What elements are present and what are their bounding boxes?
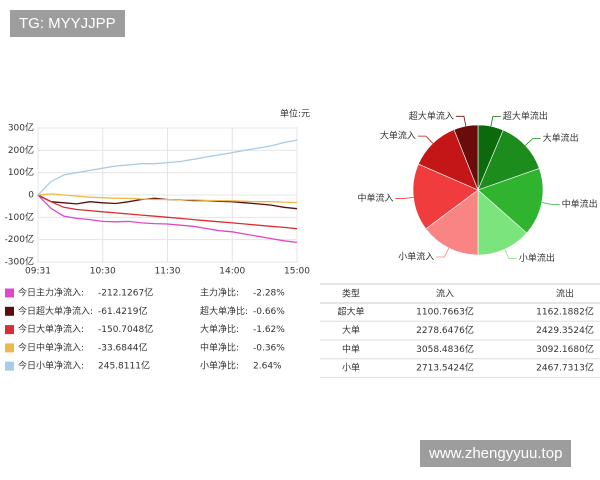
table-cell: 1162.1882亿 (536, 306, 594, 318)
ratio-label: 主力净比: (200, 287, 239, 299)
table-cell: 3092.1680亿 (536, 343, 594, 355)
amount: -150.7048亿 (98, 323, 153, 335)
table-header: 类型 (342, 288, 360, 300)
pie-label: 中单流入 (357, 192, 393, 204)
leader-line (541, 202, 560, 205)
amount: 245.8111亿 (98, 360, 150, 372)
ratio: -1.62% (253, 325, 285, 335)
y-tick-label: -200亿 (5, 233, 34, 245)
pie-label: 超大单流入 (409, 110, 454, 122)
legend-label: 今日小单净流入: (18, 360, 84, 372)
amount: -61.4219亿 (98, 305, 147, 317)
pie-slice (412, 163, 479, 230)
amount: -212.1267亿 (98, 287, 153, 299)
x-tick-label: 09:31 (25, 267, 51, 277)
x-tick-label: 10:30 (90, 267, 116, 277)
y-tick-label: 0 (28, 191, 34, 201)
pie-slice (453, 124, 479, 191)
table-cell: 大单 (342, 324, 360, 336)
legend-label: 今日中单净流入: (18, 341, 84, 353)
leader-line (455, 115, 467, 127)
legend-swatch (5, 306, 14, 316)
pie-slice (477, 129, 540, 191)
ratio: -0.66% (253, 307, 285, 317)
pie-slice (477, 189, 528, 256)
leader-line (417, 135, 434, 144)
legend-label: 今日主力净流入: (18, 287, 84, 299)
table-cell: 超大单 (337, 306, 364, 318)
watermark: www.zhengyyuu.top (420, 440, 572, 467)
y-tick-label: 200亿 (8, 144, 34, 156)
table-cell: 3058.4836亿 (416, 343, 474, 355)
leader-line (490, 116, 501, 127)
ratio-label: 大单净比: (200, 323, 239, 335)
legend-swatch (5, 325, 14, 335)
line-series (37, 193, 298, 204)
line-series (37, 194, 298, 244)
pie-label: 超大单流出 (503, 110, 548, 122)
amount: -33.6844亿 (98, 341, 147, 353)
leader-line (525, 138, 541, 146)
pie-label: 小单流出 (519, 252, 555, 264)
leader-line (395, 197, 414, 199)
legend-label: 今日大单净流入: (18, 323, 84, 335)
legend-swatch (5, 361, 14, 371)
unit-note: 单位:元 (280, 108, 310, 120)
watermark: TG: MYYJJPP (10, 10, 125, 37)
y-tick-label: -300亿 (5, 256, 34, 268)
ratio-label: 中单净比: (200, 341, 239, 353)
leader-line (504, 249, 517, 259)
ratio: -2.28% (253, 289, 285, 299)
table-cell: 2467.7313亿 (536, 362, 594, 374)
ratio-label: 超大单净比: (200, 305, 248, 317)
y-tick-label: -100亿 (5, 211, 34, 223)
leader-line (436, 247, 450, 258)
y-tick-label: 300亿 (8, 122, 34, 134)
line-series (37, 194, 298, 230)
ratio-label: 小单净比: (200, 360, 239, 372)
x-tick-label: 15:00 (284, 267, 310, 277)
pie-label: 大单流出 (543, 132, 579, 144)
legend-swatch (5, 343, 14, 353)
pie-label: 大单流入 (380, 130, 416, 142)
legend-label: 今日超大单净流入: (18, 305, 93, 317)
line-series (37, 139, 298, 196)
ratio: 2.64% (253, 362, 282, 372)
table-cell: 2278.6476亿 (416, 324, 474, 336)
ratio: -0.36% (253, 343, 285, 353)
table-header: 流入 (436, 288, 454, 300)
pie-label: 小单流入 (398, 251, 434, 263)
pie-label: 中单流出 (562, 198, 598, 210)
table-cell: 2713.5424亿 (416, 362, 474, 374)
pie-slice (477, 168, 544, 234)
table-header: 流出 (556, 288, 574, 300)
legend-swatch (5, 288, 14, 298)
table-cell: 2429.3524亿 (536, 324, 594, 336)
y-tick-label: 100亿 (8, 166, 34, 178)
x-tick-label: 11:30 (155, 267, 181, 277)
table-cell: 小单 (342, 362, 360, 374)
table-cell: 中单 (342, 343, 360, 355)
x-tick-label: 14:00 (219, 267, 245, 277)
table-cell: 1100.7663亿 (416, 306, 474, 318)
